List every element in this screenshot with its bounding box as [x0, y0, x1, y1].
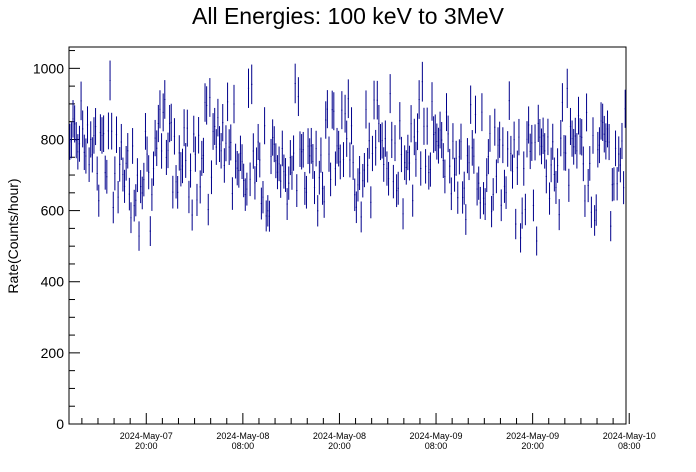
x-tick-label-time: 08:00: [425, 441, 448, 451]
y-tick-label: 800: [41, 131, 65, 147]
x-tick-label-date: 2024-May-07: [120, 431, 173, 441]
y-tick-label: 400: [41, 274, 65, 290]
x-tick-label-date: 2024-May-09: [506, 431, 559, 441]
x-tick-label-time: 20:00: [135, 441, 158, 451]
x-tick-label-time: 20:00: [521, 441, 544, 451]
chart: All Energies: 100 keV to 3MeV Rate(Count…: [0, 0, 696, 472]
x-axis: 2024-May-0720:002024-May-0808:002024-May…: [82, 413, 656, 451]
x-tick-label-date: 2024-May-09: [410, 431, 463, 441]
y-tick-label: 200: [41, 345, 65, 361]
y-tick-label: 0: [56, 416, 64, 432]
x-tick-label-time: 08:00: [618, 441, 641, 451]
x-tick-label-time: 20:00: [328, 441, 351, 451]
plot-frame: [69, 47, 626, 424]
data-series: [69, 61, 626, 256]
x-tick-label-time: 08:00: [232, 441, 255, 451]
chart-title: All Energies: 100 keV to 3MeV: [192, 3, 505, 29]
x-tick-label-date: 2024-May-08: [216, 431, 269, 441]
x-tick-label-date: 2024-May-10: [603, 431, 656, 441]
y-tick-label: 600: [41, 203, 65, 219]
y-tick-label: 1000: [33, 60, 64, 76]
x-tick-label-date: 2024-May-08: [313, 431, 366, 441]
y-axis-label: Rate(Counts/hour): [5, 178, 21, 293]
